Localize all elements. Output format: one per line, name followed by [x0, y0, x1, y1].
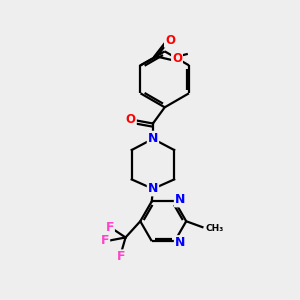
- Text: N: N: [175, 194, 185, 206]
- Text: N: N: [175, 236, 185, 249]
- Text: N: N: [148, 182, 158, 195]
- Text: F: F: [101, 234, 109, 247]
- Text: O: O: [172, 52, 182, 65]
- Text: F: F: [117, 250, 125, 263]
- Text: O: O: [126, 112, 136, 126]
- Text: CH₃: CH₃: [206, 224, 224, 233]
- Text: O: O: [165, 34, 175, 47]
- Text: F: F: [105, 220, 114, 234]
- Text: N: N: [148, 132, 158, 145]
